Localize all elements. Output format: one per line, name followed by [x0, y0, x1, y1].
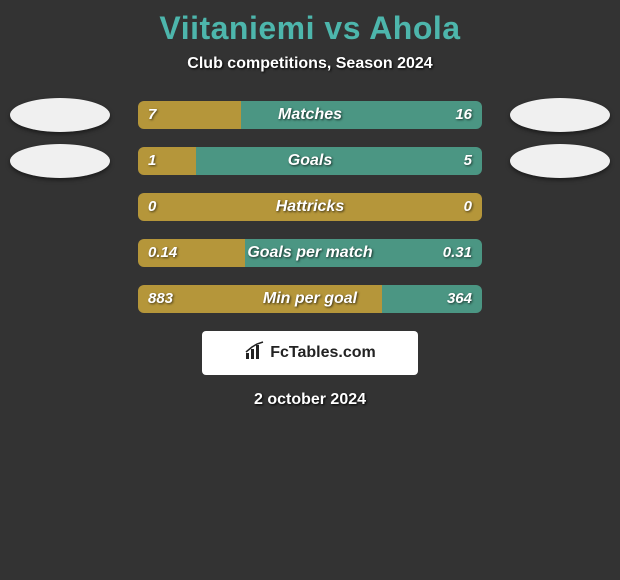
- stats-area: 716Matches 15Goals 00Hattricks 0.140.31Goal…: [0, 101, 620, 313]
- metric-label: Min per goal: [138, 285, 482, 313]
- metric-label: Hattricks: [138, 193, 482, 221]
- subtitle: Club competitions, Season 2024: [0, 55, 620, 73]
- date-text: 2 october 2024: [0, 391, 620, 409]
- avatar-right: [510, 144, 610, 178]
- avatar-left: [10, 98, 110, 132]
- stat-row: 15Goals: [0, 147, 620, 175]
- avatar-right: [510, 98, 610, 132]
- page-title: Viitaniemi vs Ahola: [0, 0, 620, 47]
- chart-icon: [244, 341, 266, 366]
- brand-text: FcTables.com: [270, 344, 376, 362]
- stat-row: 716Matches: [0, 101, 620, 129]
- metric-label: Goals per match: [138, 239, 482, 267]
- stat-row: 883364Min per goal: [0, 285, 620, 313]
- stat-row: 0.140.31Goals per match: [0, 239, 620, 267]
- metric-label: Goals: [138, 147, 482, 175]
- stat-row: 00Hattricks: [0, 193, 620, 221]
- metric-label: Matches: [138, 101, 482, 129]
- brand-box: FcTables.com: [202, 331, 418, 375]
- avatar-left: [10, 144, 110, 178]
